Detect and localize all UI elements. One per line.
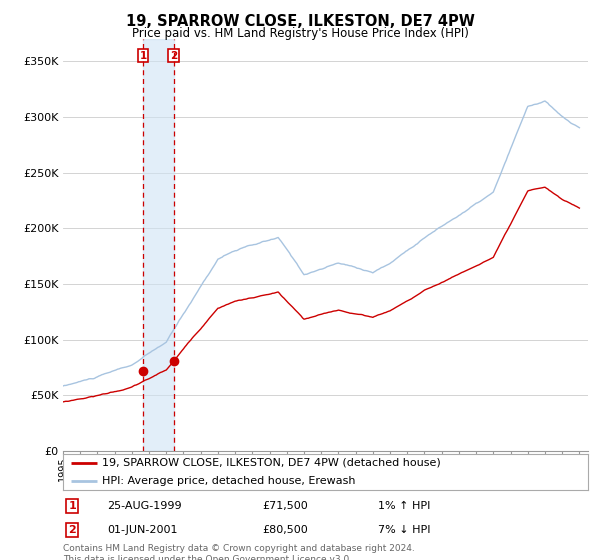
Text: 1% ↑ HPI: 1% ↑ HPI — [378, 501, 430, 511]
Text: 19, SPARROW CLOSE, ILKESTON, DE7 4PW: 19, SPARROW CLOSE, ILKESTON, DE7 4PW — [125, 14, 475, 29]
Text: 25-AUG-1999: 25-AUG-1999 — [107, 501, 182, 511]
Text: £71,500: £71,500 — [263, 501, 308, 511]
Text: 7% ↓ HPI: 7% ↓ HPI — [378, 525, 431, 535]
Text: 2: 2 — [68, 525, 76, 535]
Text: 2: 2 — [170, 51, 177, 61]
Text: 1: 1 — [139, 51, 146, 61]
Text: 1: 1 — [68, 501, 76, 511]
Text: HPI: Average price, detached house, Erewash: HPI: Average price, detached house, Erew… — [103, 476, 356, 486]
Text: Price paid vs. HM Land Registry's House Price Index (HPI): Price paid vs. HM Land Registry's House … — [131, 27, 469, 40]
Bar — [143, 39, 173, 451]
Text: Contains HM Land Registry data © Crown copyright and database right 2024.
This d: Contains HM Land Registry data © Crown c… — [63, 544, 415, 560]
Text: 19, SPARROW CLOSE, ILKESTON, DE7 4PW (detached house): 19, SPARROW CLOSE, ILKESTON, DE7 4PW (de… — [103, 458, 441, 468]
Text: 01-JUN-2001: 01-JUN-2001 — [107, 525, 178, 535]
Text: £80,500: £80,500 — [263, 525, 308, 535]
